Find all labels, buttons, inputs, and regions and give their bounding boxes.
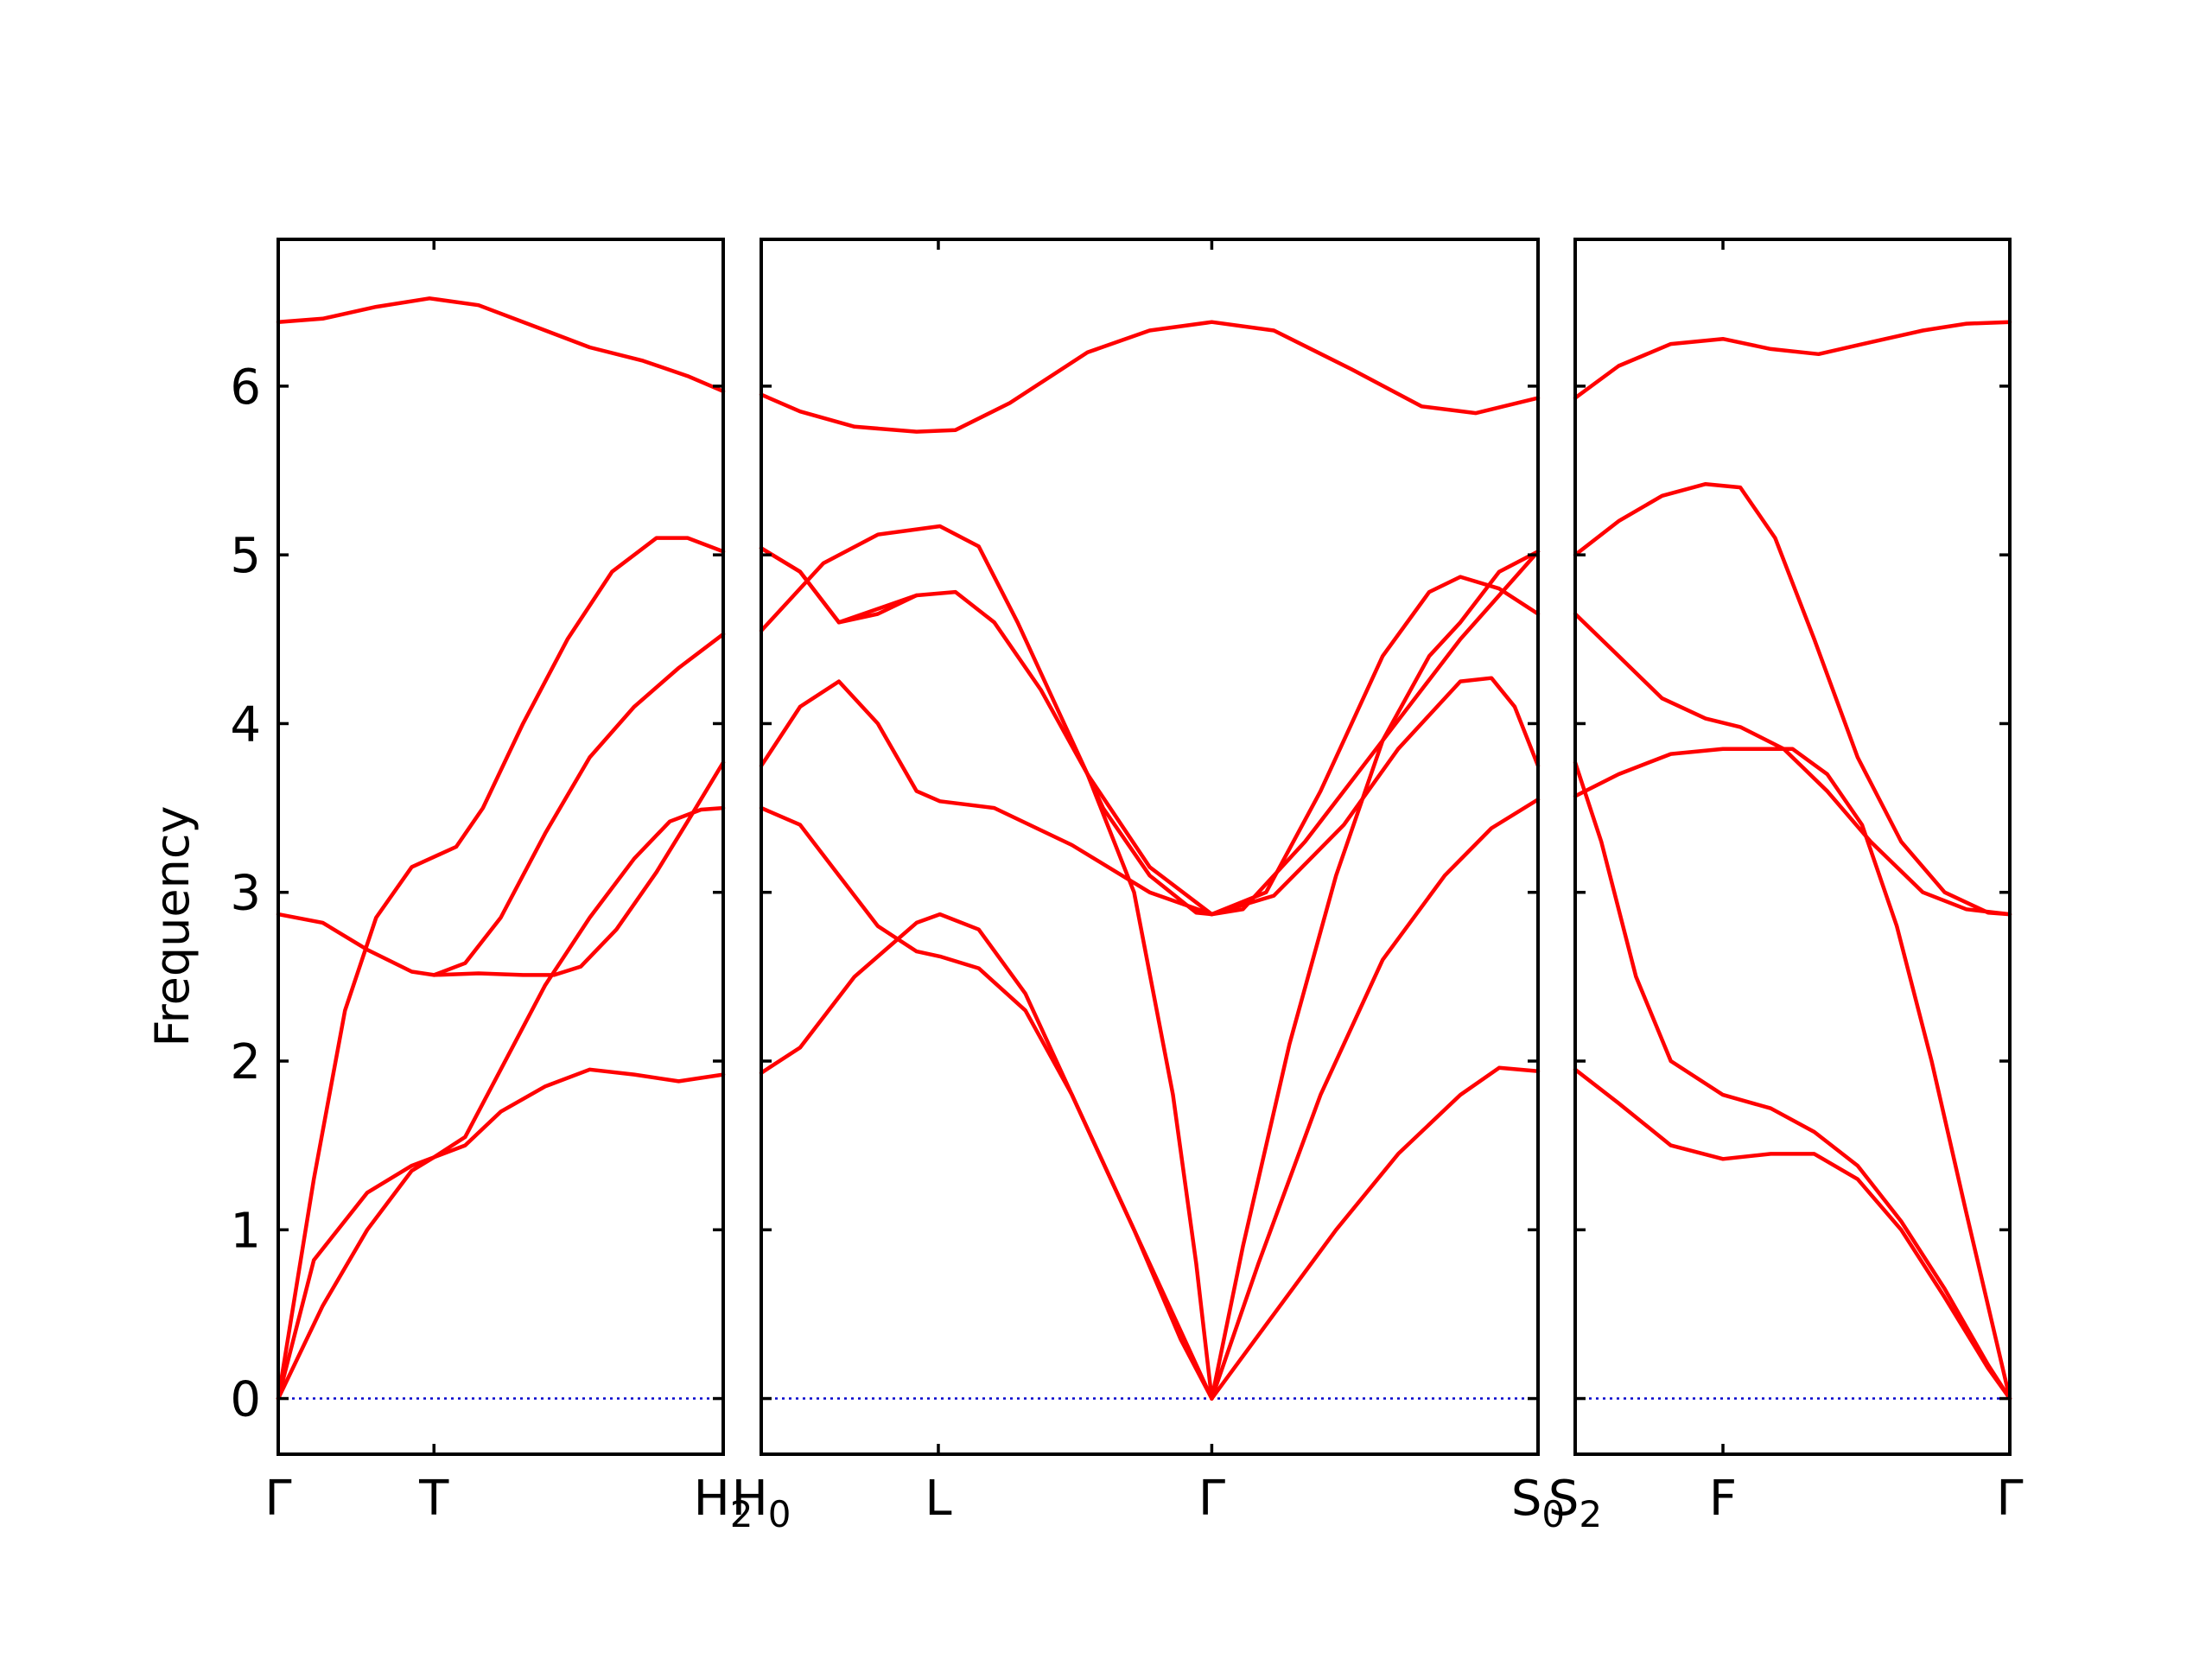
band-line-7 (759, 546, 842, 625)
band-line-5 (276, 1067, 726, 1401)
panel-frame (1573, 238, 2012, 1456)
y-tick-label: 3 (230, 866, 261, 922)
band-line-2 (759, 546, 1541, 917)
band-line-5 (759, 805, 1214, 1401)
x-tick-label: Γ (1198, 1471, 1225, 1527)
y-axis-label: Frequency (145, 806, 200, 1047)
band-line-2 (1573, 481, 2012, 917)
band-line-4 (276, 805, 726, 1401)
y-tick-label: 2 (230, 1034, 261, 1090)
band-line-9 (1210, 550, 1541, 1401)
x-tick-label: Γ (264, 1471, 291, 1527)
x-tick-label: H0 (732, 1471, 791, 1535)
panel-frame (276, 238, 725, 1456)
band-line-8 (836, 593, 919, 625)
band-line-6 (759, 912, 1214, 1401)
band-line-6 (1573, 1067, 2012, 1401)
band-line-3 (759, 524, 1541, 917)
band-line-1 (1573, 320, 2012, 400)
x-tick-label: L (925, 1471, 951, 1527)
x-tick-label: T (418, 1471, 449, 1527)
band-line-3 (276, 632, 726, 977)
x-tick-label: F (1709, 1471, 1737, 1527)
panel-s2-f-gamma: S2 F Γ (1548, 238, 2024, 1535)
band-line-1 (276, 296, 726, 394)
y-tick-label: 1 (230, 1203, 261, 1259)
band-line-12 (1085, 772, 1214, 1401)
band-line-10 (1210, 798, 1541, 1401)
band-line-2 (276, 536, 726, 1401)
x-tick-label: S2 (1548, 1471, 1602, 1535)
band-line-4 (759, 676, 1541, 917)
x-tick-label-subscript: 2 (730, 1493, 753, 1535)
band-line-4 (1573, 747, 2012, 1401)
y-tick-label: 0 (230, 1372, 261, 1428)
band-line-5 (1573, 760, 2012, 1401)
band-line-11 (1210, 1065, 1541, 1401)
panel-frame (760, 238, 1540, 1456)
x-tick-label: Γ (1996, 1471, 2023, 1527)
band-line-1 (759, 320, 1541, 434)
x-tick-label-subscript: 2 (1579, 1493, 1602, 1535)
band-line-6 (432, 760, 726, 977)
x-tick-label-subscript: 0 (1541, 1493, 1565, 1535)
x-tick-label: S0 (1511, 1471, 1565, 1535)
y-tick-label: 4 (230, 696, 261, 753)
x-tick-label-subscript: 0 (768, 1493, 791, 1535)
panel-h0-l-gamma-s0: H0 L Γ S0 (732, 238, 1565, 1535)
y-tick-label: 5 (230, 528, 261, 584)
y-tick-label: 6 (230, 359, 261, 416)
